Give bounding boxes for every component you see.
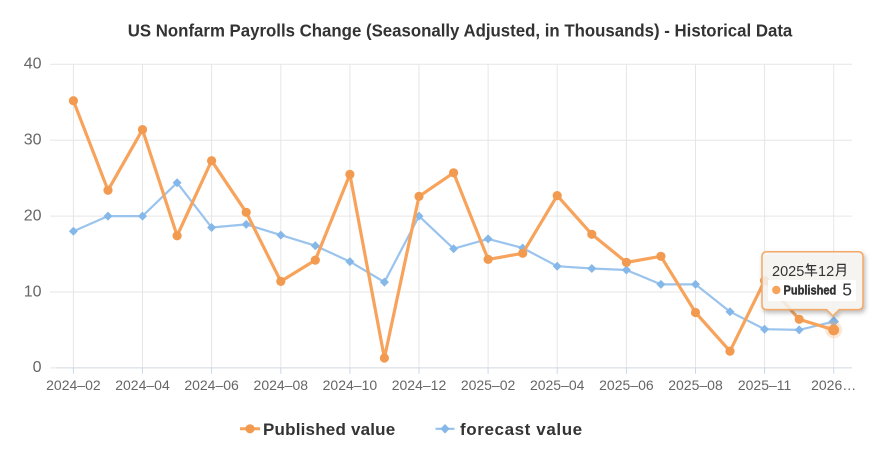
svg-text:2024–02: 2024–02: [46, 377, 101, 393]
svg-text:2025–04: 2025–04: [530, 377, 585, 393]
svg-text:Published value: Published value: [263, 420, 395, 439]
svg-text:2024–10: 2024–10: [323, 377, 378, 393]
svg-text:10: 10: [24, 283, 42, 300]
svg-text:2024–12: 2024–12: [392, 377, 447, 393]
svg-text:30: 30: [24, 132, 42, 149]
svg-text:12: 12: [818, 264, 834, 280]
svg-text:5: 5: [842, 280, 852, 300]
svg-text:2025–02: 2025–02: [461, 377, 516, 393]
svg-text:2025–06: 2025–06: [599, 377, 654, 393]
svg-text:2024–06: 2024–06: [184, 377, 239, 393]
svg-text:2025: 2025: [772, 264, 804, 280]
svg-text:US Nonfarm Payrolls Change (Se: US Nonfarm Payrolls Change (Seasonally A…: [128, 20, 793, 41]
svg-text:20: 20: [24, 207, 42, 224]
svg-text:forecast value: forecast value: [460, 420, 583, 439]
svg-text:40: 40: [24, 56, 42, 73]
svg-text:2024–04: 2024–04: [115, 377, 170, 393]
svg-text:2025–11: 2025–11: [738, 377, 792, 393]
svg-text:2026…: 2026…: [811, 377, 856, 393]
svg-text:2025–08: 2025–08: [668, 377, 723, 393]
svg-text:0: 0: [33, 359, 42, 376]
svg-text:2024–08: 2024–08: [254, 377, 309, 393]
svg-text:Published: Published: [784, 282, 837, 297]
